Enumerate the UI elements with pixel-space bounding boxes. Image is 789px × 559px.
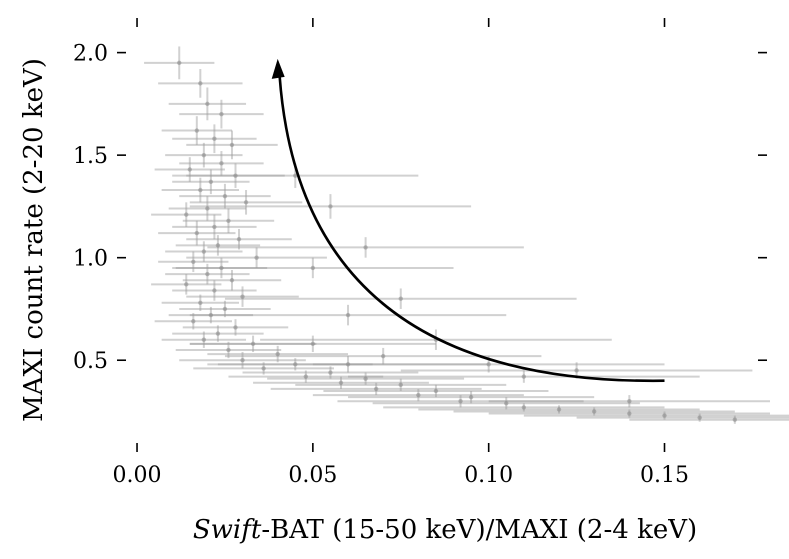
x-tick-label: 0.15 [640,463,689,488]
data-point [254,255,259,260]
data-point [222,193,228,199]
data-point [662,413,667,418]
data-point [310,341,316,347]
data-point [303,374,309,379]
data-point [398,296,403,301]
error-bars-layer [144,46,789,424]
data-point [184,282,189,287]
data-point [212,136,217,141]
y-tick-label: 2.0 [73,42,108,67]
data-point [338,380,344,385]
data-point [215,331,221,336]
data-point [191,319,196,324]
data-point [468,394,474,400]
data-point [233,325,238,330]
data-point [345,312,351,318]
points-layer [177,60,738,422]
data-point [184,212,189,217]
data-point [504,401,509,406]
data-point [177,60,182,66]
x-axis-label-rest: -BAT (15-50 keV)/MAXI (2-4 keV) [261,515,697,545]
x-tick-label: 0.05 [288,463,337,488]
annotation-layer [271,58,665,383]
data-point [458,399,463,404]
data-point [222,306,228,312]
data-point [194,230,200,236]
data-point [198,187,203,193]
data-point [240,294,245,299]
data-point [208,312,214,318]
data-point [226,347,231,353]
data-point [398,382,403,388]
data-point [219,265,224,271]
y-axis-label: MAXI count rate (2-20 keV) [19,58,49,422]
data-point [201,152,207,158]
data-point [198,300,203,306]
data-point [233,173,238,178]
data-point [433,388,439,394]
data-point [521,405,527,410]
y-tick-label: 1.5 [73,144,108,169]
data-point [275,351,280,357]
data-point [261,366,266,371]
data-point [627,399,632,404]
data-point [229,142,235,148]
data-point [250,341,256,347]
data-point [328,370,333,375]
data-point [212,224,217,230]
data-point [226,218,231,223]
annotation-arrow-head [271,58,285,79]
data-point [363,245,368,250]
data-point [208,179,214,185]
data-point [627,411,632,416]
data-point [198,81,203,86]
data-point [373,386,379,392]
data-point [328,204,333,209]
x-axis-label-italic: Swift [193,515,262,545]
data-point [205,271,210,277]
data-point [243,200,249,205]
data-point [205,206,210,211]
data-point [380,353,386,359]
data-point [416,392,421,398]
x-axis-label: Swift-BAT (15-50 keV)/MAXI (2-4 keV) [193,515,697,545]
data-point [521,374,527,379]
y-tick-label: 0.5 [73,349,108,374]
ticks-layer: 0.00 0.05 0.10 0.15 0.5 1.0 1.5 2.0 [73,18,767,488]
data-point [310,265,316,271]
data-point [205,101,210,107]
annotation-arrow [278,76,665,383]
data-point [486,362,491,367]
data-point [556,407,562,412]
data-point [293,173,298,178]
data-point [201,249,207,254]
data-point [187,167,192,172]
data-point [215,243,221,248]
x-tick-label: 0.00 [113,463,162,488]
data-point [591,409,597,414]
data-point [219,111,224,117]
data-point [191,259,196,264]
y-tick-label: 1.0 [73,247,108,272]
data-point [697,415,702,420]
data-point [236,237,242,242]
data-point [194,128,200,133]
data-point [574,368,579,373]
data-point [293,362,298,367]
data-point [229,278,235,283]
data-point [212,288,217,293]
data-point [345,362,351,367]
data-point [240,358,245,363]
data-point [219,161,224,166]
data-point [363,376,368,381]
data-point [201,337,207,342]
data-point [732,417,738,422]
x-tick-label: 0.10 [464,463,513,488]
